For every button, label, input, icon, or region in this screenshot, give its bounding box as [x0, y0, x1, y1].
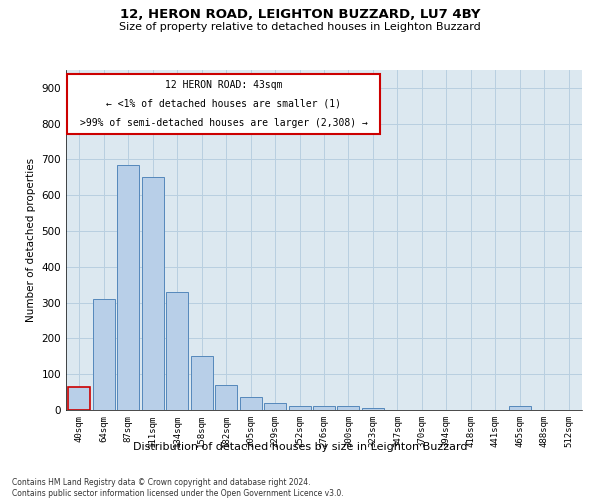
Bar: [509, 406, 530, 410]
Text: 12, HERON ROAD, LEIGHTON BUZZARD, LU7 4BY: 12, HERON ROAD, LEIGHTON BUZZARD, LU7 4B…: [120, 8, 480, 20]
Bar: [362, 408, 384, 410]
Bar: [289, 406, 311, 410]
Bar: [215, 385, 237, 410]
Bar: [191, 356, 213, 410]
Bar: [264, 403, 286, 410]
Text: Distribution of detached houses by size in Leighton Buzzard: Distribution of detached houses by size …: [133, 442, 467, 452]
Bar: [142, 178, 164, 410]
Bar: [93, 299, 115, 410]
Bar: [239, 398, 262, 410]
Text: Size of property relative to detached houses in Leighton Buzzard: Size of property relative to detached ho…: [119, 22, 481, 32]
Bar: [313, 406, 335, 410]
Text: ← <1% of detached houses are smaller (1): ← <1% of detached houses are smaller (1): [106, 99, 341, 109]
Text: >99% of semi-detached houses are larger (2,308) →: >99% of semi-detached houses are larger …: [80, 118, 368, 128]
Bar: [337, 406, 359, 410]
FancyBboxPatch shape: [67, 74, 380, 134]
Y-axis label: Number of detached properties: Number of detached properties: [26, 158, 36, 322]
Bar: [68, 386, 91, 410]
Text: Contains HM Land Registry data © Crown copyright and database right 2024.
Contai: Contains HM Land Registry data © Crown c…: [12, 478, 344, 498]
Bar: [166, 292, 188, 410]
Text: 12 HERON ROAD: 43sqm: 12 HERON ROAD: 43sqm: [165, 80, 283, 90]
Bar: [118, 165, 139, 410]
